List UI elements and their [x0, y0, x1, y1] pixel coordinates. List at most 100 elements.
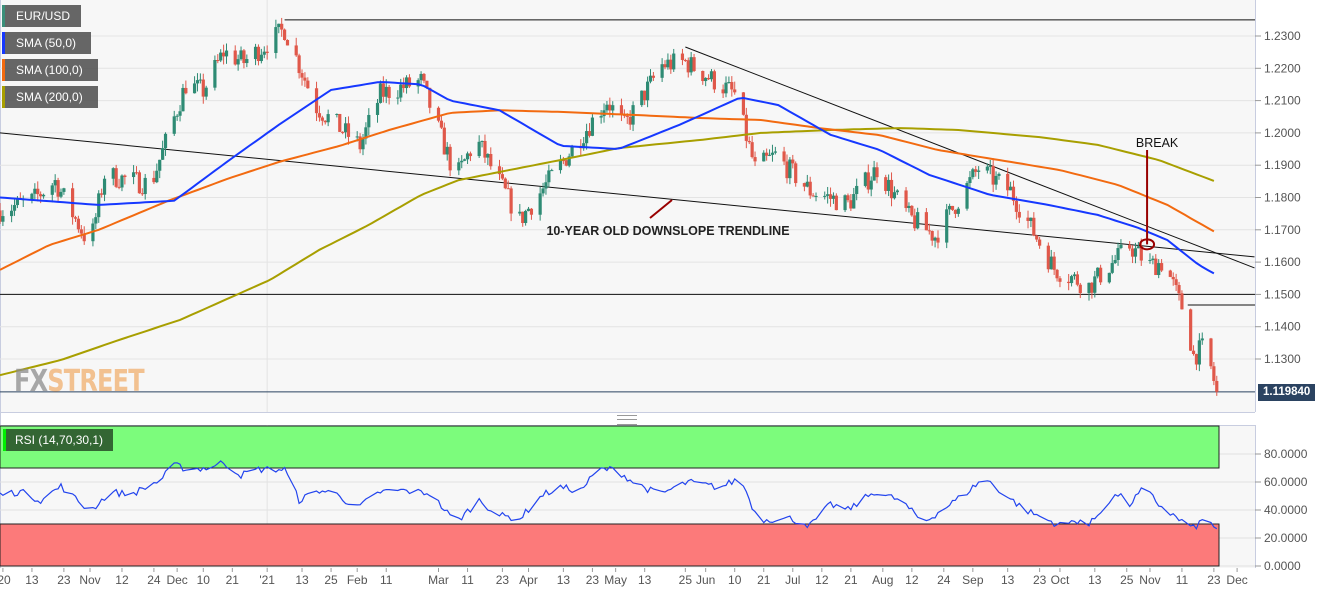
- candle[interactable]: [120, 174, 124, 192]
- candle[interactable]: [544, 174, 548, 195]
- candle[interactable]: [724, 76, 728, 98]
- candle[interactable]: [204, 85, 208, 100]
- candle[interactable]: [320, 115, 324, 126]
- candle[interactable]: [968, 171, 972, 189]
- candle[interactable]: [1032, 212, 1036, 237]
- candle[interactable]: [140, 188, 144, 196]
- candle[interactable]: [1046, 242, 1050, 273]
- candle[interactable]: [567, 153, 571, 168]
- candle[interactable]: [381, 76, 385, 103]
- candle[interactable]: [884, 174, 888, 195]
- candle[interactable]: [82, 226, 86, 245]
- candle[interactable]: [30, 192, 34, 204]
- candle[interactable]: [53, 174, 57, 193]
- candle[interactable]: [1154, 254, 1158, 276]
- candle[interactable]: [1029, 217, 1033, 228]
- candle[interactable]: [33, 183, 37, 199]
- candle[interactable]: [805, 174, 809, 188]
- candle[interactable]: [233, 45, 237, 66]
- candle[interactable]: [1151, 255, 1155, 265]
- candle[interactable]: [1174, 273, 1178, 292]
- candle[interactable]: [509, 186, 513, 222]
- candle[interactable]: [669, 54, 673, 74]
- candle[interactable]: [367, 108, 371, 136]
- candle[interactable]: [242, 49, 246, 69]
- candle[interactable]: [448, 144, 452, 177]
- candle[interactable]: [730, 76, 734, 97]
- candle[interactable]: [773, 146, 777, 155]
- candle[interactable]: [178, 105, 182, 122]
- candle[interactable]: [338, 113, 342, 132]
- candle[interactable]: [300, 69, 304, 86]
- candle[interactable]: [303, 72, 307, 87]
- candle[interactable]: [79, 225, 83, 239]
- candle[interactable]: [158, 159, 162, 179]
- candle[interactable]: [750, 135, 754, 159]
- candle[interactable]: [73, 215, 78, 222]
- candle[interactable]: [111, 167, 115, 186]
- candle[interactable]: [953, 209, 958, 219]
- candle[interactable]: [378, 80, 383, 104]
- candle[interactable]: [198, 73, 202, 84]
- candle[interactable]: [280, 17, 284, 37]
- candle[interactable]: [564, 159, 568, 167]
- candle[interactable]: [808, 176, 812, 199]
- candle[interactable]: [814, 192, 818, 202]
- candle[interactable]: [887, 174, 891, 197]
- candle[interactable]: [137, 170, 141, 194]
- candle[interactable]: [1075, 271, 1079, 287]
- candle[interactable]: [1113, 254, 1117, 265]
- candle[interactable]: [323, 120, 327, 125]
- candle[interactable]: [538, 186, 542, 221]
- candle[interactable]: [41, 193, 46, 199]
- candle[interactable]: [1197, 333, 1201, 372]
- candle[interactable]: [10, 204, 14, 223]
- candle[interactable]: [605, 101, 609, 113]
- candle[interactable]: [704, 77, 708, 87]
- candle[interactable]: [1215, 375, 1219, 396]
- candle[interactable]: [747, 136, 751, 145]
- candle[interactable]: [686, 57, 690, 78]
- candle[interactable]: [1119, 239, 1123, 250]
- candle[interactable]: [849, 194, 853, 212]
- candle[interactable]: [550, 168, 554, 172]
- candle[interactable]: [869, 176, 873, 197]
- candle[interactable]: [706, 74, 711, 81]
- candle[interactable]: [765, 148, 769, 161]
- candle[interactable]: [465, 151, 470, 164]
- candle[interactable]: [335, 113, 339, 118]
- candle[interactable]: [161, 140, 165, 160]
- candle[interactable]: [343, 117, 348, 139]
- candle[interactable]: [463, 158, 467, 162]
- candle[interactable]: [680, 48, 685, 66]
- candle[interactable]: [123, 174, 127, 185]
- candle[interactable]: [831, 192, 836, 204]
- candle[interactable]: [277, 23, 281, 34]
- candle[interactable]: [500, 167, 504, 181]
- candle[interactable]: [770, 144, 775, 162]
- candle[interactable]: [460, 155, 464, 169]
- candle[interactable]: [216, 54, 220, 64]
- candle[interactable]: [358, 133, 362, 154]
- candle[interactable]: [1035, 234, 1039, 242]
- candle[interactable]: [985, 163, 989, 174]
- candle[interactable]: [152, 170, 156, 185]
- candle[interactable]: [1191, 345, 1196, 356]
- candle[interactable]: [1212, 361, 1216, 386]
- candle[interactable]: [936, 230, 940, 249]
- candle[interactable]: [59, 188, 63, 199]
- candle[interactable]: [1087, 282, 1091, 301]
- candle[interactable]: [0, 202, 2, 225]
- candle[interactable]: [541, 182, 545, 197]
- candle[interactable]: [927, 223, 931, 235]
- main-plot-area[interactable]: [0, 0, 1255, 412]
- candle[interactable]: [997, 172, 1001, 180]
- candle[interactable]: [428, 87, 432, 114]
- candle[interactable]: [741, 92, 746, 116]
- legend-rsi[interactable]: RSI (14,70,30,1): [3, 429, 114, 451]
- legend-sma50[interactable]: SMA (50,0): [2, 32, 91, 54]
- legend-sma200[interactable]: SMA (200,0): [2, 86, 98, 108]
- candle[interactable]: [590, 114, 595, 137]
- candle[interactable]: [192, 76, 197, 94]
